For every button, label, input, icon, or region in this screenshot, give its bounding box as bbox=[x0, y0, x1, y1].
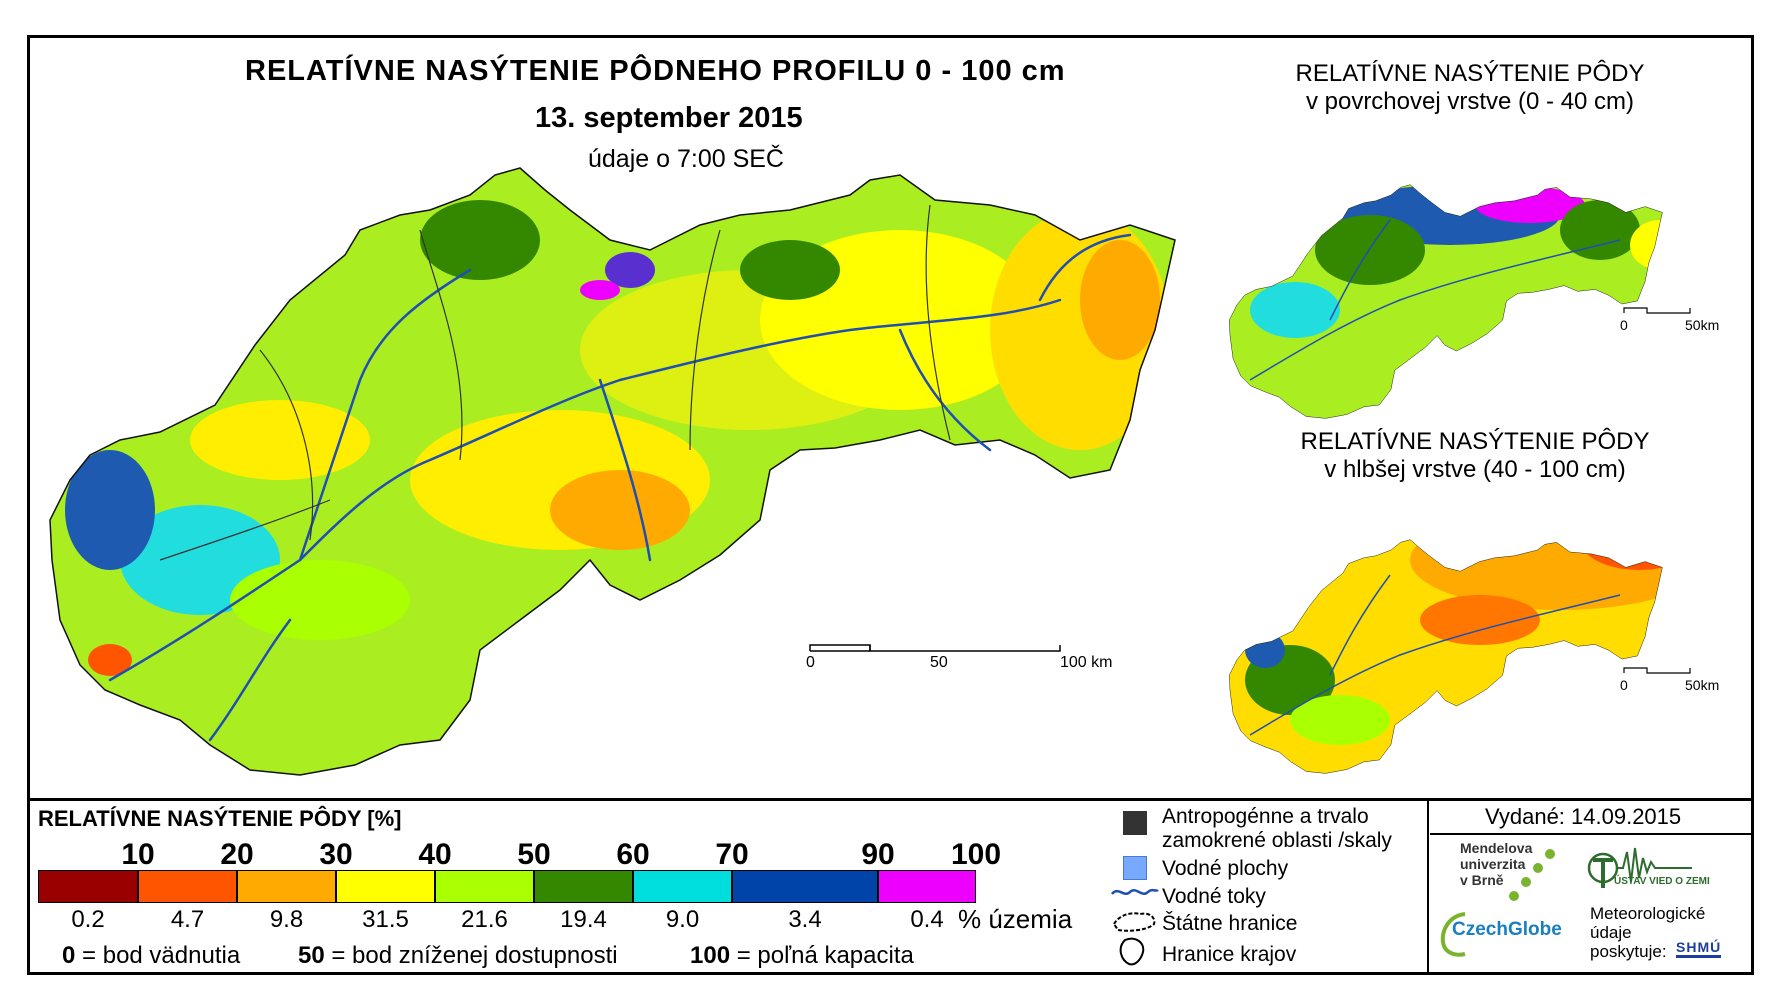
inset-bottom-title-1: RELATÍVNE NASÝTENIE PÔDY bbox=[1300, 428, 1650, 455]
legend-share-value: 9.8 bbox=[269, 906, 304, 933]
river-icon bbox=[1111, 888, 1159, 895]
legend-share-value: 21.6 bbox=[461, 906, 508, 933]
water-bodies-label: Vodné plochy bbox=[1162, 857, 1289, 880]
legend-swatch bbox=[336, 870, 435, 903]
inset-bottom-rivers bbox=[1249, 574, 1621, 736]
inset-bottom-scale-0: 0 bbox=[1620, 677, 1628, 693]
region-border-label: Hranice krajov bbox=[1162, 943, 1297, 966]
legend-swatch bbox=[435, 870, 534, 903]
issued-divider bbox=[1430, 833, 1754, 835]
main-rivers bbox=[108, 233, 1132, 742]
mendel-line3: v Brně bbox=[1460, 872, 1504, 888]
inset-top-title-1: RELATÍVNE NASÝTENIE PÔDY bbox=[1295, 60, 1645, 87]
legend-share-value: 9.0 bbox=[665, 906, 700, 933]
inset-top-rivers bbox=[1249, 219, 1621, 381]
legend-vertical-divider bbox=[1427, 800, 1429, 975]
main-scale-0: 0 bbox=[806, 654, 815, 671]
anthropogenic-label-1: Antropogénne a trvalo bbox=[1162, 805, 1369, 828]
legend-swatch bbox=[633, 870, 732, 903]
legend-share-unit: % územia bbox=[958, 904, 1073, 934]
inset-bottom-scale-50: 50km bbox=[1685, 677, 1720, 693]
legend-divider bbox=[27, 798, 1754, 801]
inset-top-fill bbox=[1229, 184, 1663, 419]
issued-date: Vydané: 14.09.2015 bbox=[1485, 804, 1682, 829]
main-scale-50: 50 bbox=[930, 654, 948, 671]
legend-threshold-label: 20 bbox=[220, 838, 254, 871]
note-50-text: = bod zníženej dostupnosti bbox=[331, 942, 618, 969]
mendel-line2: univerzita bbox=[1460, 856, 1526, 872]
legend-threshold-label: 70 bbox=[715, 838, 749, 871]
note-50-number: 50 bbox=[298, 942, 325, 969]
anthropogenic-label-2: zamokrené oblasti /skaly bbox=[1162, 829, 1392, 852]
inset-bottom-scale bbox=[1623, 667, 1691, 674]
main-date: 13. september 2015 bbox=[535, 102, 803, 134]
legend-swatch bbox=[138, 870, 237, 903]
inset-top-scale-0: 0 bbox=[1620, 317, 1628, 333]
legend-threshold-label: 10 bbox=[121, 838, 155, 871]
legend-share-value: 0.4 bbox=[910, 906, 944, 933]
legend-share-value: 19.4 bbox=[560, 906, 607, 933]
legend-threshold-label: 30 bbox=[319, 838, 353, 871]
note-100-text: = poľná kapacita bbox=[736, 942, 914, 969]
main-time: údaje o 7:00 SEČ bbox=[588, 145, 784, 173]
legend-swatch bbox=[38, 870, 138, 903]
legend-swatch bbox=[534, 870, 633, 903]
uvoz-logo-text: ÚSTAV VIED O ZEMI bbox=[1614, 876, 1710, 887]
legend-note-50: 50 = bod zníženej dostupnosti bbox=[298, 942, 618, 970]
rivers-label: Vodné toky bbox=[1162, 885, 1266, 908]
legend-title: RELATÍVNE NASÝTENIE PÔDY [%] bbox=[38, 806, 402, 831]
inset-top-title-2: v povrchovej vrstve (0 - 40 cm) bbox=[1305, 88, 1635, 115]
legend-threshold-label: 90 bbox=[861, 838, 895, 871]
inset-bottom-title-2: v hlbšej vrstve (40 - 100 cm) bbox=[1324, 456, 1626, 483]
uvoz-logo-icon bbox=[1587, 847, 1692, 888]
main-title: RELATÍVNE NASÝTENIE PÔDNEHO PROFILU 0 - … bbox=[245, 55, 1066, 87]
legend-share-value: 3.4 bbox=[788, 906, 822, 933]
shmu-line3: poskytuje: bbox=[1590, 942, 1667, 961]
region-border-icon bbox=[1119, 937, 1145, 966]
shmu-line1: Meteorologické bbox=[1590, 904, 1706, 923]
mendel-line1: Mendelova bbox=[1460, 840, 1533, 856]
state-border-icon bbox=[1112, 912, 1156, 932]
czechglobe-logo: CzechGlobe bbox=[1452, 919, 1562, 940]
anthropogenic-swatch bbox=[1123, 811, 1147, 835]
legend-swatch bbox=[878, 870, 976, 903]
inset-top-scale bbox=[1623, 307, 1691, 314]
main-map-fill bbox=[50, 168, 1175, 775]
main-region-borders bbox=[159, 204, 951, 561]
note-100-number: 100 bbox=[690, 942, 731, 969]
czechglobe-arc-icon bbox=[1440, 912, 1466, 957]
legend-threshold-label: 40 bbox=[418, 838, 452, 871]
mendel-dots-icon bbox=[1509, 849, 1555, 901]
legend-note-100: 100 = poľná kapacita bbox=[690, 942, 914, 970]
main-scale-100: 100 km bbox=[1060, 654, 1113, 671]
shmu-logo: SHMÚ bbox=[1676, 939, 1722, 958]
note-0-number: 0 bbox=[62, 942, 76, 969]
legend-swatch bbox=[732, 870, 878, 903]
legend-share-value: 0.2 bbox=[71, 906, 105, 933]
shmu-line2: údaje bbox=[1590, 923, 1632, 942]
legend-threshold-label: 50 bbox=[517, 838, 551, 871]
legend-share-value: 31.5 bbox=[362, 906, 409, 933]
main-scale-bar bbox=[809, 644, 1061, 652]
legend-note-0: 0 = bod vädnutia bbox=[62, 942, 240, 970]
legend-threshold-label: 60 bbox=[616, 838, 650, 871]
state-border-label: Štátne hranice bbox=[1162, 912, 1298, 935]
legend-share-value: 4.7 bbox=[170, 906, 205, 933]
legend-threshold-label: 100 bbox=[950, 838, 1002, 871]
inset-bottom-fill bbox=[1229, 539, 1663, 774]
legend-swatch bbox=[237, 870, 336, 903]
water-bodies-swatch bbox=[1123, 856, 1147, 880]
note-0-text: = bod vädnutia bbox=[82, 942, 241, 969]
inset-top-scale-50: 50km bbox=[1685, 317, 1720, 333]
